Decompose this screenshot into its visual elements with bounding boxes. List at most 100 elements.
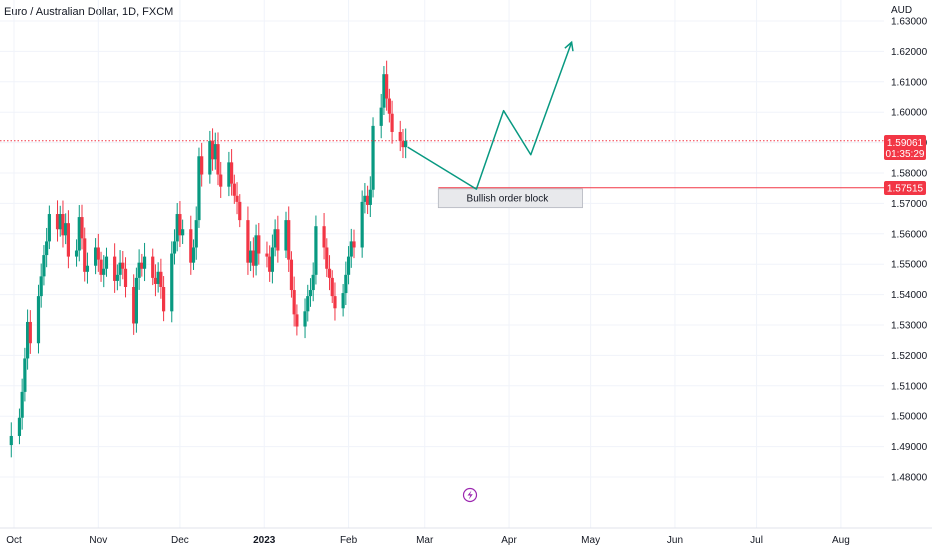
candle-body[interactable] xyxy=(276,229,280,251)
candle-body[interactable] xyxy=(385,74,389,99)
candle-body[interactable] xyxy=(156,271,160,284)
flash-icon[interactable] xyxy=(462,487,478,503)
candle-body[interactable] xyxy=(26,321,30,359)
candle-body[interactable] xyxy=(123,268,128,287)
candle-body[interactable] xyxy=(178,214,182,236)
candle-body[interactable] xyxy=(404,140,408,148)
candle-body[interactable] xyxy=(121,262,125,269)
candle-body[interactable] xyxy=(47,214,51,242)
candle-body[interactable] xyxy=(287,220,291,260)
candle-body[interactable] xyxy=(159,271,163,287)
candle-body[interactable] xyxy=(64,223,68,236)
candle-body[interactable] xyxy=(153,277,158,284)
candle-body[interactable] xyxy=(94,247,98,266)
candle-body[interactable] xyxy=(61,214,65,236)
candle-body[interactable] xyxy=(134,277,138,324)
candle-body[interactable] xyxy=(270,247,274,272)
candle-body[interactable] xyxy=(327,268,332,278)
candle-body[interactable] xyxy=(219,174,223,187)
candle-body[interactable] xyxy=(118,262,122,275)
candle-body[interactable] xyxy=(20,391,24,418)
candle-body[interactable] xyxy=(325,247,329,269)
candle-body[interactable] xyxy=(227,162,231,187)
candle-body[interactable] xyxy=(341,293,345,309)
candle-body[interactable] xyxy=(39,276,43,297)
candle-body[interactable] xyxy=(181,229,185,236)
candle-body[interactable] xyxy=(74,250,79,257)
candle-body[interactable] xyxy=(371,125,375,190)
candle-body[interactable] xyxy=(314,226,318,275)
candle-body[interactable] xyxy=(265,253,269,257)
candle-body[interactable] xyxy=(289,259,294,291)
candle-body[interactable] xyxy=(349,241,353,257)
candle-body[interactable] xyxy=(366,195,370,205)
candle-body[interactable] xyxy=(99,259,103,275)
candle-body[interactable] xyxy=(322,226,326,248)
candle-body[interactable] xyxy=(83,238,87,272)
candle-body[interactable] xyxy=(17,417,22,436)
candle-body[interactable] xyxy=(235,195,239,202)
candle-body[interactable] xyxy=(346,256,351,275)
candle-body[interactable] xyxy=(254,235,258,266)
candle-body[interactable] xyxy=(102,268,106,275)
candle-body[interactable] xyxy=(162,287,166,312)
candle-body[interactable] xyxy=(172,241,177,254)
candle-body[interactable] xyxy=(398,131,402,142)
candle-body[interactable] xyxy=(273,229,277,248)
candle-body[interactable] xyxy=(9,435,13,446)
candle-body[interactable] xyxy=(175,214,179,242)
candle-body[interactable] xyxy=(308,290,313,297)
candle-body[interactable] xyxy=(200,156,204,175)
candle-body[interactable] xyxy=(66,223,70,257)
candle-body[interactable] xyxy=(36,296,41,344)
candle-body[interactable] xyxy=(191,247,196,263)
candle-body[interactable] xyxy=(311,274,315,291)
candle-body[interactable] xyxy=(363,195,367,202)
candle-body[interactable] xyxy=(352,241,356,248)
candle-body[interactable] xyxy=(360,201,364,248)
candle-body[interactable] xyxy=(238,201,242,221)
candle-body[interactable] xyxy=(379,107,383,126)
candle-body[interactable] xyxy=(189,229,193,263)
candle-body[interactable] xyxy=(213,144,217,160)
candle-body[interactable] xyxy=(96,247,100,260)
candle-body[interactable] xyxy=(390,113,394,132)
candle-body[interactable] xyxy=(132,287,136,324)
candle-body[interactable] xyxy=(210,141,215,160)
candle-body[interactable] xyxy=(137,262,141,278)
candle-body[interactable] xyxy=(268,256,272,272)
candle-body[interactable] xyxy=(387,98,391,114)
candle-body[interactable] xyxy=(333,296,337,309)
candle-body[interactable] xyxy=(249,250,253,263)
candle-body[interactable] xyxy=(208,141,212,175)
candle-body[interactable] xyxy=(197,156,201,221)
candle-body[interactable] xyxy=(28,321,32,344)
candle-body[interactable] xyxy=(42,255,46,277)
projection-path[interactable] xyxy=(407,42,573,190)
candle-body[interactable] xyxy=(251,250,255,266)
candle-body[interactable] xyxy=(295,314,299,327)
candle-body[interactable] xyxy=(170,253,174,312)
candle-body[interactable] xyxy=(303,311,307,327)
candle-body[interactable] xyxy=(330,277,334,297)
candle-body[interactable] xyxy=(230,162,234,184)
candle-body[interactable] xyxy=(344,274,348,294)
candle-body[interactable] xyxy=(306,296,310,312)
candle-body[interactable] xyxy=(58,214,62,230)
candle-body[interactable] xyxy=(246,220,250,263)
candle-body[interactable] xyxy=(140,262,144,269)
candle-body[interactable] xyxy=(80,217,84,239)
candle-body[interactable] xyxy=(55,214,60,230)
candle-body[interactable] xyxy=(142,256,147,269)
candle-body[interactable] xyxy=(401,141,405,148)
candle-body[interactable] xyxy=(232,183,236,196)
candle-body[interactable] xyxy=(23,358,27,392)
candle-body[interactable] xyxy=(115,274,119,281)
candle-body[interactable] xyxy=(368,189,372,205)
candle-body[interactable] xyxy=(194,220,198,248)
candle-body[interactable] xyxy=(104,256,109,269)
candle-body[interactable] xyxy=(77,217,81,251)
candle-body[interactable] xyxy=(284,220,288,251)
candle-body[interactable] xyxy=(257,235,261,254)
